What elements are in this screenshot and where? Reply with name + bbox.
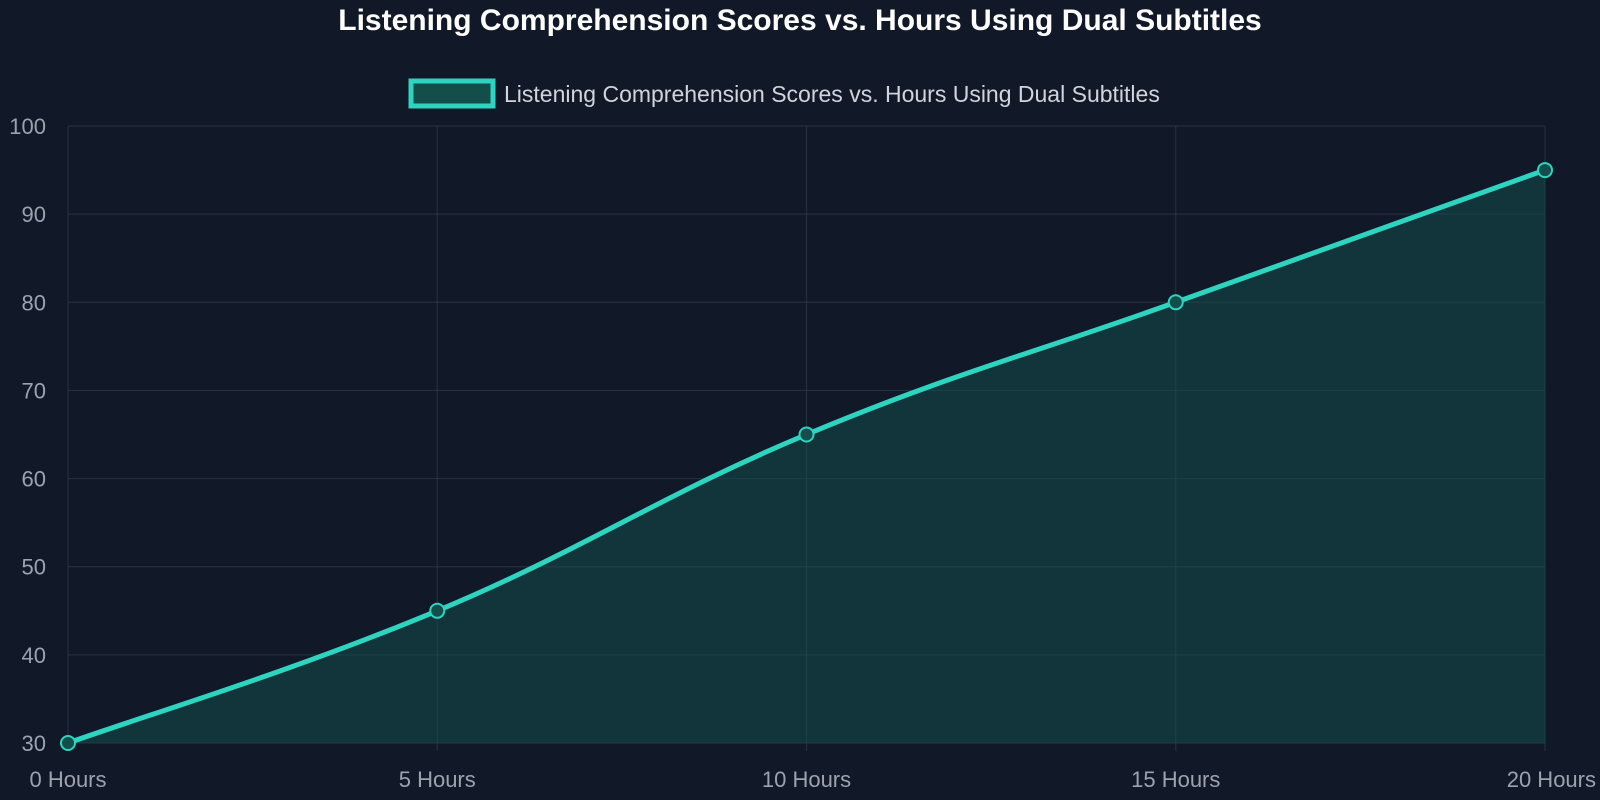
- data-point[interactable]: [60, 735, 76, 751]
- x-tick-label: 0 Hours: [29, 767, 106, 792]
- y-axis-ticks: 30 40 50 60 70 80 90 100: [9, 114, 46, 756]
- x-tick-label: 15 Hours: [1131, 767, 1220, 792]
- data-point[interactable]: [429, 602, 446, 619]
- chart-title: Listening Comprehension Scores vs. Hours…: [338, 4, 1262, 37]
- y-tick-label: 60: [22, 467, 46, 492]
- y-tick-label: 80: [22, 290, 46, 315]
- data-point[interactable]: [798, 426, 815, 443]
- series-area-fill: [68, 170, 1545, 744]
- legend-label: Listening Comprehension Scores vs. Hours…: [504, 81, 1160, 107]
- y-tick-label: 100: [9, 114, 46, 139]
- x-axis-ticks: 0 Hours 5 Hours 10 Hours 15 Hours 20 Hours: [29, 767, 1596, 792]
- data-points: [60, 162, 1553, 751]
- data-point[interactable]: [1167, 294, 1184, 311]
- legend[interactable]: Listening Comprehension Scores vs. Hours…: [408, 78, 1160, 109]
- y-tick-label: 90: [22, 202, 46, 227]
- y-tick-label: 50: [22, 555, 46, 580]
- y-tick-label: 40: [22, 643, 46, 668]
- area-fill-layer: [68, 170, 1545, 744]
- x-tick-label: 20 Hours: [1507, 767, 1596, 792]
- x-tick-label: 5 Hours: [399, 767, 476, 792]
- legend-swatch: [408, 78, 496, 109]
- data-point[interactable]: [1537, 162, 1553, 179]
- y-tick-label: 70: [22, 378, 46, 403]
- y-tick-label: 30: [22, 731, 46, 756]
- x-tick-label: 10 Hours: [762, 767, 851, 792]
